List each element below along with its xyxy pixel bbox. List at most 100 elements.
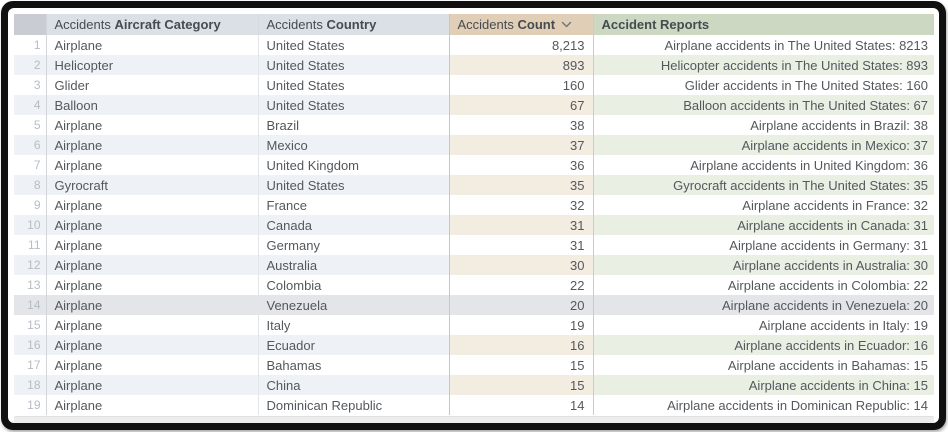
cell-country[interactable]: Bahamas — [258, 355, 449, 375]
cell-aircraft-category[interactable]: Airplane — [46, 315, 259, 335]
cell-count[interactable]: 22 — [448, 275, 594, 295]
cell-country[interactable]: China — [258, 375, 449, 395]
row-number[interactable]: 10 — [14, 215, 47, 235]
cell-report[interactable]: Airplane accidents in Ecuador: 16 — [593, 335, 934, 355]
row-number[interactable]: 15 — [14, 315, 47, 335]
cell-aircraft-category[interactable]: Airplane — [46, 155, 259, 175]
cell-aircraft-category[interactable]: Airplane — [46, 235, 259, 255]
cell-aircraft-category[interactable]: Airplane — [46, 115, 259, 135]
cell-report[interactable]: Airplane accidents in China: 15 — [593, 375, 934, 395]
row-number-header[interactable] — [14, 14, 47, 35]
cell-country[interactable]: United States — [258, 35, 449, 55]
cell-count[interactable]: 35 — [448, 175, 594, 195]
horizontal-scrollbar-track[interactable] — [14, 416, 934, 423]
cell-aircraft-category[interactable]: Helicopter — [46, 55, 259, 75]
cell-country[interactable]: United States — [258, 75, 449, 95]
cell-count[interactable]: 19 — [448, 315, 594, 335]
cell-aircraft-category[interactable]: Airplane — [46, 355, 259, 375]
cell-count[interactable]: 160 — [448, 75, 594, 95]
cell-count[interactable]: 30 — [448, 255, 594, 275]
cell-country[interactable]: Ecuador — [258, 335, 449, 355]
cell-report[interactable]: Airplane accidents in Bahamas: 15 — [593, 355, 934, 375]
cell-count[interactable]: 16 — [448, 335, 594, 355]
row-number[interactable]: 12 — [14, 255, 47, 275]
cell-country[interactable]: France — [258, 195, 449, 215]
row-number[interactable]: 7 — [14, 155, 47, 175]
cell-country[interactable]: Colombia — [258, 275, 449, 295]
cell-country[interactable]: United Kingdom — [258, 155, 449, 175]
cell-country[interactable]: Mexico — [258, 135, 449, 155]
row-number[interactable]: 16 — [14, 335, 47, 355]
cell-count[interactable]: 15 — [448, 355, 594, 375]
row-number[interactable]: 8 — [14, 175, 47, 195]
cell-report[interactable]: Airplane accidents in The United States:… — [593, 35, 934, 55]
row-number[interactable]: 9 — [14, 195, 47, 215]
row-number[interactable]: 4 — [14, 95, 47, 115]
cell-aircraft-category[interactable]: Airplane — [46, 255, 259, 275]
cell-aircraft-category[interactable]: Gyrocraft — [46, 175, 259, 195]
cell-report[interactable]: Gyrocraft accidents in The United States… — [593, 175, 934, 195]
cell-country[interactable]: Brazil — [258, 115, 449, 135]
cell-country[interactable]: Venezuela — [258, 295, 449, 315]
cell-aircraft-category[interactable]: Airplane — [46, 195, 259, 215]
cell-country[interactable]: Australia — [258, 255, 449, 275]
cell-aircraft-category[interactable]: Airplane — [46, 295, 259, 315]
cell-report[interactable]: Airplane accidents in Colombia: 22 — [593, 275, 934, 295]
cell-country[interactable]: Italy — [258, 315, 449, 335]
cell-country[interactable]: Dominican Republic — [258, 395, 449, 415]
cell-aircraft-category[interactable]: Airplane — [46, 335, 259, 355]
cell-count[interactable]: 893 — [448, 55, 594, 75]
cell-report[interactable]: Airplane accidents in Dominican Republic… — [593, 395, 934, 415]
cell-count[interactable]: 31 — [448, 215, 594, 235]
column-header-count[interactable]: Accidents Count — [448, 14, 594, 35]
cell-country[interactable]: Canada — [258, 215, 449, 235]
cell-aircraft-category[interactable]: Airplane — [46, 395, 259, 415]
column-header-aircraft-category[interactable]: Accidents Aircraft Category — [46, 14, 259, 35]
cell-report[interactable]: Airplane accidents in United Kingdom: 36 — [593, 155, 934, 175]
cell-report[interactable]: Airplane accidents in Australia: 30 — [593, 255, 934, 275]
row-number[interactable]: 3 — [14, 75, 47, 95]
cell-aircraft-category[interactable]: Airplane — [46, 275, 259, 295]
cell-aircraft-category[interactable]: Airplane — [46, 35, 259, 55]
cell-report[interactable]: Airplane accidents in Brazil: 38 — [593, 115, 934, 135]
cell-aircraft-category[interactable]: Balloon — [46, 95, 259, 115]
row-number[interactable]: 19 — [14, 395, 47, 415]
row-number[interactable]: 5 — [14, 115, 47, 135]
row-number[interactable]: 2 — [14, 55, 47, 75]
cell-count[interactable]: 67 — [448, 95, 594, 115]
cell-count[interactable]: 14 — [448, 395, 594, 415]
column-header-accident-reports[interactable]: Accident Reports — [593, 14, 934, 35]
cell-count[interactable]: 8,213 — [448, 35, 594, 55]
cell-report[interactable]: Airplane accidents in Italy: 19 — [593, 315, 934, 335]
row-number[interactable]: 17 — [14, 355, 47, 375]
cell-count[interactable]: 37 — [448, 135, 594, 155]
cell-count[interactable]: 31 — [448, 235, 594, 255]
cell-report[interactable]: Airplane accidents in France: 32 — [593, 195, 934, 215]
cell-aircraft-category[interactable]: Airplane — [46, 215, 259, 235]
column-header-country[interactable]: Accidents Country — [258, 14, 449, 35]
cell-count[interactable]: 32 — [448, 195, 594, 215]
cell-count[interactable]: 38 — [448, 115, 594, 135]
row-number[interactable]: 6 — [14, 135, 47, 155]
cell-aircraft-category[interactable]: Glider — [46, 75, 259, 95]
cell-report[interactable]: Airplane accidents in Venezuela: 20 — [593, 295, 934, 315]
cell-country[interactable]: United States — [258, 55, 449, 75]
row-number[interactable]: 14 — [14, 295, 47, 315]
row-number[interactable]: 13 — [14, 275, 47, 295]
cell-count[interactable]: 15 — [448, 375, 594, 395]
row-number[interactable]: 18 — [14, 375, 47, 395]
cell-report[interactable]: Airplane accidents in Mexico: 37 — [593, 135, 934, 155]
cell-aircraft-category[interactable]: Airplane — [46, 375, 259, 395]
cell-country[interactable]: United States — [258, 175, 449, 195]
cell-report[interactable]: Helicopter accidents in The United State… — [593, 55, 934, 75]
cell-report[interactable]: Airplane accidents in Germany: 31 — [593, 235, 934, 255]
cell-country[interactable]: United States — [258, 95, 449, 115]
cell-report[interactable]: Glider accidents in The United States: 1… — [593, 75, 934, 95]
cell-count[interactable]: 36 — [448, 155, 594, 175]
cell-aircraft-category[interactable]: Airplane — [46, 135, 259, 155]
row-number[interactable]: 1 — [14, 35, 47, 55]
cell-count[interactable]: 20 — [448, 295, 594, 315]
cell-report[interactable]: Airplane accidents in Canada: 31 — [593, 215, 934, 235]
cell-country[interactable]: Germany — [258, 235, 449, 255]
cell-report[interactable]: Balloon accidents in The United States: … — [593, 95, 934, 115]
